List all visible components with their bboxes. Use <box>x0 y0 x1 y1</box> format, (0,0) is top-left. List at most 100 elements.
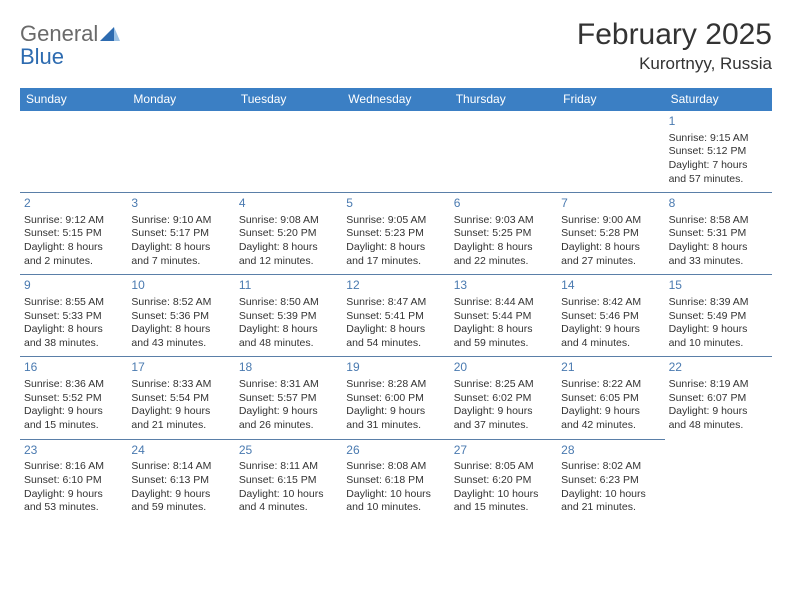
day-sunset: Sunset: 5:33 PM <box>24 310 123 324</box>
day-day1: Daylight: 8 hours <box>346 323 445 337</box>
day-number: 5 <box>346 196 445 212</box>
calendar-cell: 12 Sunrise: 8:47 AMSunset: 5:41 PMDayligh… <box>342 274 449 356</box>
day-number: 12 <box>346 278 445 294</box>
day-sunrise: Sunrise: 9:12 AM <box>24 214 123 228</box>
day-day2: and 17 minutes. <box>346 255 445 269</box>
day-sunset: Sunset: 5:57 PM <box>239 392 338 406</box>
day-number: 15 <box>669 278 768 294</box>
day-number: 18 <box>239 360 338 376</box>
day-day2: and 4 minutes. <box>561 337 660 351</box>
day-sunset: Sunset: 5:17 PM <box>131 227 230 241</box>
day-sunset: Sunset: 6:07 PM <box>669 392 768 406</box>
day-day1: Daylight: 8 hours <box>454 241 553 255</box>
day-number: 24 <box>131 443 230 459</box>
day-sunset: Sunset: 6:15 PM <box>239 474 338 488</box>
calendar-cell: 14Sunrise: 8:42 AMSunset: 5:46 PMDayligh… <box>557 274 664 356</box>
day-day2: and 2 minutes. <box>24 255 123 269</box>
day-sunset: Sunset: 6:05 PM <box>561 392 660 406</box>
day-number: 10 <box>131 278 230 294</box>
day-number: 7 <box>561 196 660 212</box>
brand-line2: Blue <box>20 44 64 69</box>
day-day1: Daylight: 8 hours <box>561 241 660 255</box>
weekday-header: Friday <box>557 88 664 111</box>
day-sunrise: Sunrise: 8:31 AM <box>239 378 338 392</box>
day-day2: and 57 minutes. <box>669 173 768 187</box>
day-day1: Daylight: 10 hours <box>454 488 553 502</box>
day-number: 8 <box>669 196 768 212</box>
day-day1: Daylight: 9 hours <box>561 405 660 419</box>
day-number: 28 <box>561 443 660 459</box>
day-day2: and 59 minutes. <box>454 337 553 351</box>
day-day1: Daylight: 9 hours <box>239 405 338 419</box>
calendar-cell: 6Sunrise: 9:03 AMSunset: 5:25 PMDaylight… <box>450 192 557 274</box>
day-day1: Daylight: 9 hours <box>346 405 445 419</box>
day-number: 17 <box>131 360 230 376</box>
day-sunrise: Sunrise: 8:47 AM <box>346 296 445 310</box>
day-sunset: Sunset: 6:23 PM <box>561 474 660 488</box>
day-day2: and 42 minutes. <box>561 419 660 433</box>
day-sunrise: Sunrise: 9:05 AM <box>346 214 445 228</box>
day-day2: and 48 minutes. <box>239 337 338 351</box>
calendar-cell: 15Sunrise: 8:39 AMSunset: 5:49 PMDayligh… <box>665 274 772 356</box>
day-day2: and 12 minutes. <box>239 255 338 269</box>
calendar-cell: 9Sunrise: 8:55 AMSunset: 5:33 PMDaylight… <box>20 274 127 356</box>
day-sunset: Sunset: 5:52 PM <box>24 392 123 406</box>
day-sunset: Sunset: 6:02 PM <box>454 392 553 406</box>
weekday-header: Monday <box>127 88 234 111</box>
day-day1: Daylight: 9 hours <box>24 488 123 502</box>
day-sunset: Sunset: 5:41 PM <box>346 310 445 324</box>
day-number: 13 <box>454 278 553 294</box>
day-sunrise: Sunrise: 8:25 AM <box>454 378 553 392</box>
day-day2: and 26 minutes. <box>239 419 338 433</box>
day-day2: and 43 minutes. <box>131 337 230 351</box>
day-day1: Daylight: 8 hours <box>239 323 338 337</box>
calendar-cell-blank <box>557 111 664 192</box>
day-number: 26 <box>346 443 445 459</box>
calendar-cell-blank <box>235 111 342 192</box>
calendar-cell: 23Sunrise: 8:16 AMSunset: 6:10 PMDayligh… <box>20 439 127 521</box>
day-sunrise: Sunrise: 8:16 AM <box>24 460 123 474</box>
day-sunrise: Sunrise: 9:15 AM <box>669 132 768 146</box>
day-sunset: Sunset: 5:25 PM <box>454 227 553 241</box>
day-sunrise: Sunrise: 8:42 AM <box>561 296 660 310</box>
day-day2: and 53 minutes. <box>24 501 123 515</box>
day-day2: and 10 minutes. <box>669 337 768 351</box>
day-day2: and 10 minutes. <box>346 501 445 515</box>
day-number: 14 <box>561 278 660 294</box>
day-sunrise: Sunrise: 9:10 AM <box>131 214 230 228</box>
day-day1: Daylight: 9 hours <box>669 405 768 419</box>
day-sunset: Sunset: 6:13 PM <box>131 474 230 488</box>
day-number: 1 <box>669 114 768 130</box>
day-number: 4 <box>239 196 338 212</box>
day-sunrise: Sunrise: 8:50 AM <box>239 296 338 310</box>
calendar-cell: 24Sunrise: 8:14 AMSunset: 6:13 PMDayligh… <box>127 439 234 521</box>
calendar-cell: 25Sunrise: 8:11 AMSunset: 6:15 PMDayligh… <box>235 439 342 521</box>
calendar-cell: 20Sunrise: 8:25 AMSunset: 6:02 PMDayligh… <box>450 356 557 438</box>
day-day2: and 21 minutes. <box>131 419 230 433</box>
day-number: 25 <box>239 443 338 459</box>
day-number: 2 <box>24 196 123 212</box>
day-number: 9 <box>24 278 123 294</box>
day-day2: and 22 minutes. <box>454 255 553 269</box>
day-sunrise: Sunrise: 8:22 AM <box>561 378 660 392</box>
day-number: 16 <box>24 360 123 376</box>
day-day2: and 31 minutes. <box>346 419 445 433</box>
day-sunset: Sunset: 5:39 PM <box>239 310 338 324</box>
day-day1: Daylight: 9 hours <box>561 323 660 337</box>
brand-logo: General Blue <box>20 18 120 68</box>
day-sunset: Sunset: 5:28 PM <box>561 227 660 241</box>
calendar-cell: 4Sunrise: 9:08 AMSunset: 5:20 PMDaylight… <box>235 192 342 274</box>
calendar-cell: 19Sunrise: 8:28 AMSunset: 6:00 PMDayligh… <box>342 356 449 438</box>
day-sunset: Sunset: 5:49 PM <box>669 310 768 324</box>
day-day1: Daylight: 10 hours <box>561 488 660 502</box>
day-sunset: Sunset: 6:10 PM <box>24 474 123 488</box>
day-sunrise: Sunrise: 9:08 AM <box>239 214 338 228</box>
calendar-cell: 17Sunrise: 8:33 AMSunset: 5:54 PMDayligh… <box>127 356 234 438</box>
calendar-cell-blank <box>450 111 557 192</box>
day-sunrise: Sunrise: 8:52 AM <box>131 296 230 310</box>
day-sunrise: Sunrise: 8:58 AM <box>669 214 768 228</box>
day-sunset: Sunset: 6:20 PM <box>454 474 553 488</box>
day-day2: and 4 minutes. <box>239 501 338 515</box>
day-sunrise: Sunrise: 8:08 AM <box>346 460 445 474</box>
day-sunrise: Sunrise: 8:14 AM <box>131 460 230 474</box>
